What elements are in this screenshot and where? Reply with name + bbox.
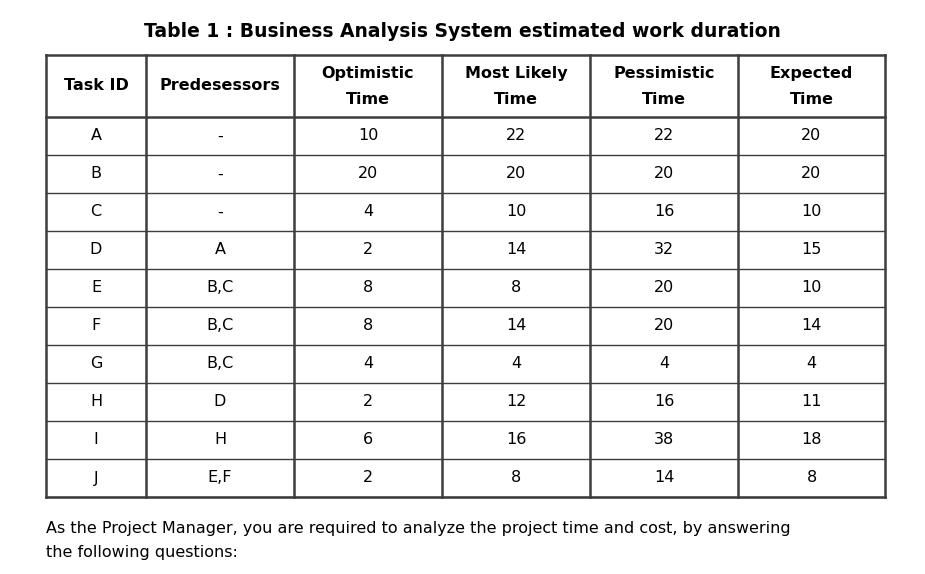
Text: Expected: Expected: [770, 66, 853, 81]
Text: B: B: [91, 166, 102, 181]
Text: 8: 8: [363, 281, 373, 296]
Text: Time: Time: [494, 92, 538, 107]
Text: 16: 16: [506, 432, 526, 448]
Text: 4: 4: [363, 356, 373, 371]
Text: 20: 20: [801, 129, 821, 144]
Text: 20: 20: [358, 166, 378, 181]
Text: H: H: [214, 432, 226, 448]
Text: B,C: B,C: [206, 281, 234, 296]
Text: 4: 4: [511, 356, 521, 371]
Text: 20: 20: [654, 281, 674, 296]
Text: G: G: [90, 356, 102, 371]
Text: 20: 20: [801, 166, 821, 181]
Text: 8: 8: [807, 471, 817, 486]
Text: 11: 11: [801, 394, 821, 409]
Text: C: C: [91, 204, 102, 219]
Text: 2: 2: [363, 471, 373, 486]
Text: 4: 4: [363, 204, 373, 219]
Text: D: D: [214, 394, 227, 409]
Text: 14: 14: [654, 471, 674, 486]
Text: I: I: [93, 432, 98, 448]
Text: 8: 8: [511, 471, 521, 486]
Text: A: A: [215, 242, 226, 258]
Text: 20: 20: [506, 166, 526, 181]
Text: 8: 8: [363, 319, 373, 333]
Text: 12: 12: [506, 394, 526, 409]
Text: 22: 22: [506, 129, 526, 144]
Text: B,C: B,C: [206, 319, 234, 333]
Text: 10: 10: [358, 129, 378, 144]
Text: -: -: [217, 129, 223, 144]
Text: 2: 2: [363, 394, 373, 409]
Text: 16: 16: [654, 204, 674, 219]
Text: Pessimistic: Pessimistic: [613, 66, 715, 81]
Text: F: F: [92, 319, 101, 333]
Text: J: J: [93, 471, 98, 486]
Text: D: D: [90, 242, 102, 258]
Text: -: -: [217, 166, 223, 181]
Text: 20: 20: [654, 319, 674, 333]
Text: 10: 10: [801, 281, 821, 296]
Text: E: E: [91, 281, 101, 296]
Text: 14: 14: [506, 242, 526, 258]
Text: A: A: [91, 129, 102, 144]
Text: Time: Time: [790, 92, 833, 107]
Text: Task ID: Task ID: [64, 79, 129, 94]
Text: 22: 22: [654, 129, 674, 144]
Text: Table 1 : Business Analysis System estimated work duration: Table 1 : Business Analysis System estim…: [143, 22, 781, 41]
Text: 18: 18: [801, 432, 821, 448]
Text: Most Likely: Most Likely: [464, 66, 567, 81]
Text: E,F: E,F: [208, 471, 232, 486]
Text: 16: 16: [654, 394, 674, 409]
Text: 6: 6: [363, 432, 373, 448]
Text: 4: 4: [807, 356, 817, 371]
Text: 2: 2: [363, 242, 373, 258]
Text: -: -: [217, 204, 223, 219]
Text: 14: 14: [506, 319, 526, 333]
Text: As the Project Manager, you are required to analyze the project time and cost, b: As the Project Manager, you are required…: [46, 522, 791, 537]
Text: B,C: B,C: [206, 356, 234, 371]
Text: Optimistic: Optimistic: [322, 66, 414, 81]
Text: 4: 4: [659, 356, 669, 371]
Text: Time: Time: [346, 92, 390, 107]
Text: 15: 15: [801, 242, 821, 258]
Text: 8: 8: [511, 281, 521, 296]
Text: Predesessors: Predesessors: [160, 79, 280, 94]
Text: 14: 14: [801, 319, 821, 333]
Text: 32: 32: [654, 242, 674, 258]
Text: 38: 38: [654, 432, 674, 448]
Text: H: H: [90, 394, 102, 409]
Text: 20: 20: [654, 166, 674, 181]
Text: Time: Time: [642, 92, 686, 107]
Text: the following questions:: the following questions:: [46, 545, 238, 560]
Text: 10: 10: [801, 204, 821, 219]
Text: 10: 10: [506, 204, 526, 219]
